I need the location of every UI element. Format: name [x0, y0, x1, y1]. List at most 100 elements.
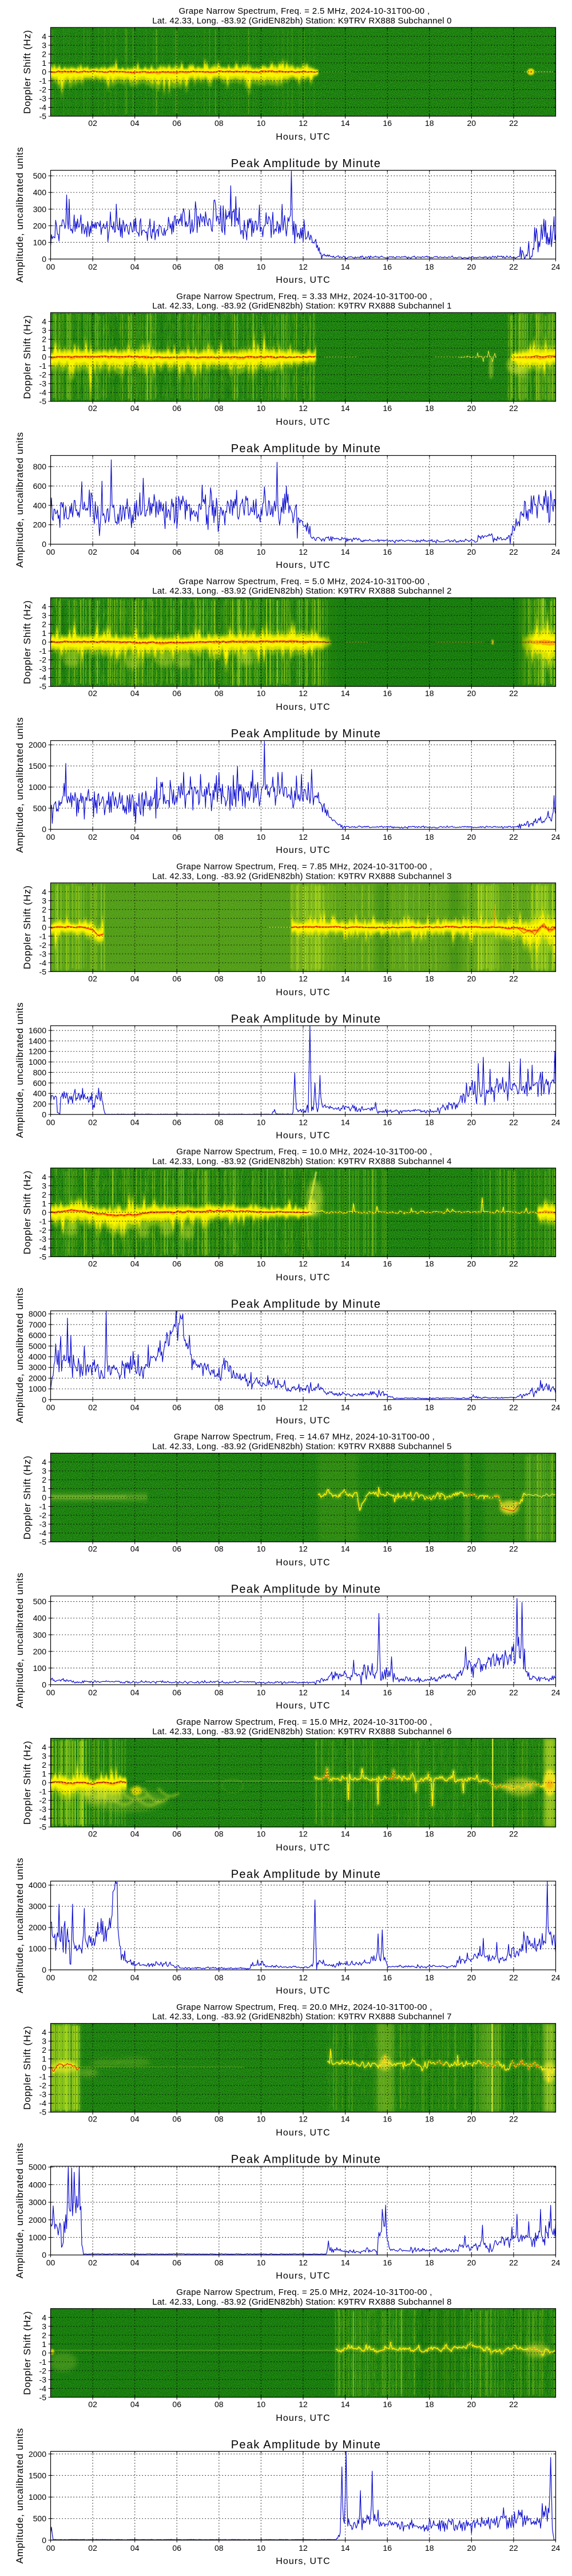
svg-text:16: 16: [383, 1973, 392, 1982]
svg-text:22: 22: [509, 2400, 518, 2409]
svg-text:Lat. 42.33, Long. -83.92 (Gri: Lat. 42.33, Long. -83.92 (GridEN82bh) St…: [152, 1442, 451, 1452]
svg-text:08: 08: [214, 1688, 224, 1697]
svg-text:-5: -5: [39, 682, 47, 691]
svg-text:06: 06: [172, 2115, 181, 2124]
svg-text:-3: -3: [39, 94, 47, 103]
svg-text:Grape Narrow Spectrum, Freq. =: Grape Narrow Spectrum, Freq. = 15.0 MHz,…: [176, 1717, 432, 1727]
svg-text:Grape Narrow Spectrum, Freq. =: Grape Narrow Spectrum, Freq. = 5.0 MHz, …: [179, 576, 430, 586]
svg-text:08: 08: [214, 1830, 224, 1839]
svg-text:10: 10: [257, 2258, 266, 2267]
svg-text:1: 1: [42, 2340, 46, 2349]
svg-text:4: 4: [42, 2028, 46, 2037]
svg-text:22: 22: [509, 404, 518, 413]
svg-text:1500: 1500: [29, 2471, 46, 2480]
svg-text:22: 22: [509, 2115, 518, 2124]
svg-text:16: 16: [383, 832, 392, 841]
svg-text:02: 02: [88, 1259, 97, 1268]
svg-text:0: 0: [42, 1965, 46, 1974]
svg-text:3: 3: [42, 326, 46, 335]
svg-text:18: 18: [425, 2115, 434, 2124]
svg-text:12: 12: [299, 1117, 308, 1127]
svg-text:10: 10: [257, 974, 266, 983]
svg-text:10: 10: [257, 262, 266, 271]
svg-text:-2: -2: [39, 1796, 47, 1805]
svg-text:16: 16: [383, 1688, 392, 1697]
svg-text:Hours, UTC: Hours, UTC: [276, 1701, 330, 1711]
svg-text:04: 04: [130, 1973, 140, 1982]
svg-text:Grape Narrow Spectrum, Freq. =: Grape Narrow Spectrum, Freq. = 10.0 MHz,…: [176, 1147, 432, 1157]
svg-text:Hours, UTC: Hours, UTC: [276, 846, 330, 855]
svg-text:3000: 3000: [29, 1363, 46, 1372]
svg-text:3: 3: [42, 611, 46, 620]
svg-text:02: 02: [88, 2400, 97, 2409]
svg-text:14: 14: [341, 262, 350, 271]
svg-text:-5: -5: [39, 1823, 47, 1832]
svg-text:200: 200: [33, 520, 47, 530]
svg-text:-2: -2: [39, 1226, 47, 1235]
svg-text:18: 18: [425, 1402, 434, 1412]
svg-text:10: 10: [257, 1402, 266, 1412]
svg-text:-3: -3: [39, 1520, 47, 1529]
svg-text:06: 06: [172, 689, 181, 698]
svg-text:04: 04: [130, 1402, 140, 1412]
svg-text:16: 16: [383, 1117, 392, 1127]
svg-text:02: 02: [88, 1402, 97, 1412]
svg-text:00: 00: [46, 1973, 55, 1982]
svg-text:Hours, UTC: Hours, UTC: [276, 1986, 330, 1996]
svg-text:4: 4: [42, 2313, 46, 2322]
svg-text:04: 04: [130, 2258, 140, 2267]
svg-text:200: 200: [33, 221, 47, 230]
svg-text:18: 18: [425, 2400, 434, 2409]
svg-text:20: 20: [467, 1259, 476, 1268]
svg-text:1600: 1600: [29, 1026, 46, 1035]
svg-text:-4: -4: [39, 2099, 47, 2108]
svg-text:02: 02: [88, 689, 97, 698]
svg-text:1000: 1000: [29, 1944, 46, 1953]
svg-text:00: 00: [46, 1688, 55, 1697]
svg-text:02: 02: [88, 1688, 97, 1697]
svg-text:10: 10: [257, 1544, 266, 1554]
svg-text:Doppler Shift (Hz): Doppler Shift (Hz): [22, 1171, 33, 1255]
svg-text:22: 22: [509, 1688, 518, 1697]
svg-text:06: 06: [172, 2400, 181, 2409]
svg-text:14: 14: [341, 1973, 350, 1982]
svg-text:16: 16: [383, 262, 392, 271]
svg-text:Doppler Shift (Hz): Doppler Shift (Hz): [22, 600, 33, 684]
svg-text:06: 06: [172, 1973, 181, 1982]
svg-text:18: 18: [425, 262, 434, 271]
svg-text:02: 02: [88, 2543, 97, 2553]
svg-text:02: 02: [88, 404, 97, 413]
svg-text:18: 18: [425, 1544, 434, 1554]
svg-text:04: 04: [130, 547, 140, 556]
svg-text:20: 20: [467, 118, 476, 128]
svg-text:10: 10: [257, 1688, 266, 1697]
svg-text:1000: 1000: [29, 2233, 46, 2242]
svg-text:08: 08: [214, 2543, 224, 2553]
svg-text:2: 2: [42, 2045, 46, 2055]
svg-text:18: 18: [425, 2543, 434, 2553]
svg-text:14: 14: [341, 1830, 350, 1839]
svg-text:14: 14: [341, 689, 350, 698]
svg-text:00: 00: [46, 1402, 55, 1412]
svg-text:20: 20: [467, 1973, 476, 1982]
svg-text:0: 0: [42, 1778, 46, 1787]
svg-text:04: 04: [130, 1544, 140, 1554]
svg-text:-2: -2: [39, 2366, 47, 2375]
svg-text:24: 24: [551, 262, 561, 271]
svg-text:08: 08: [214, 547, 224, 556]
svg-text:Grape Narrow Spectrum, Freq. =: Grape Narrow Spectrum, Freq. = 25.0 MHz,…: [176, 2287, 432, 2297]
svg-text:Hours, UTC: Hours, UTC: [276, 2557, 330, 2566]
svg-text:500: 500: [33, 171, 47, 180]
svg-text:0: 0: [42, 923, 46, 932]
svg-text:06: 06: [172, 2258, 181, 2267]
svg-text:16: 16: [383, 974, 392, 983]
svg-text:04: 04: [130, 1688, 140, 1697]
svg-text:Lat. 42.33, Long. -83.92 (Gri: Lat. 42.33, Long. -83.92 (GridEN82bh) St…: [152, 871, 451, 881]
svg-text:Hours, UTC: Hours, UTC: [276, 1273, 330, 1282]
svg-text:800: 800: [33, 462, 47, 471]
svg-text:16: 16: [383, 1402, 392, 1412]
svg-text:10: 10: [257, 1117, 266, 1127]
svg-text:-2: -2: [39, 1511, 47, 1520]
svg-text:18: 18: [425, 404, 434, 413]
svg-text:4000: 4000: [29, 2180, 46, 2189]
